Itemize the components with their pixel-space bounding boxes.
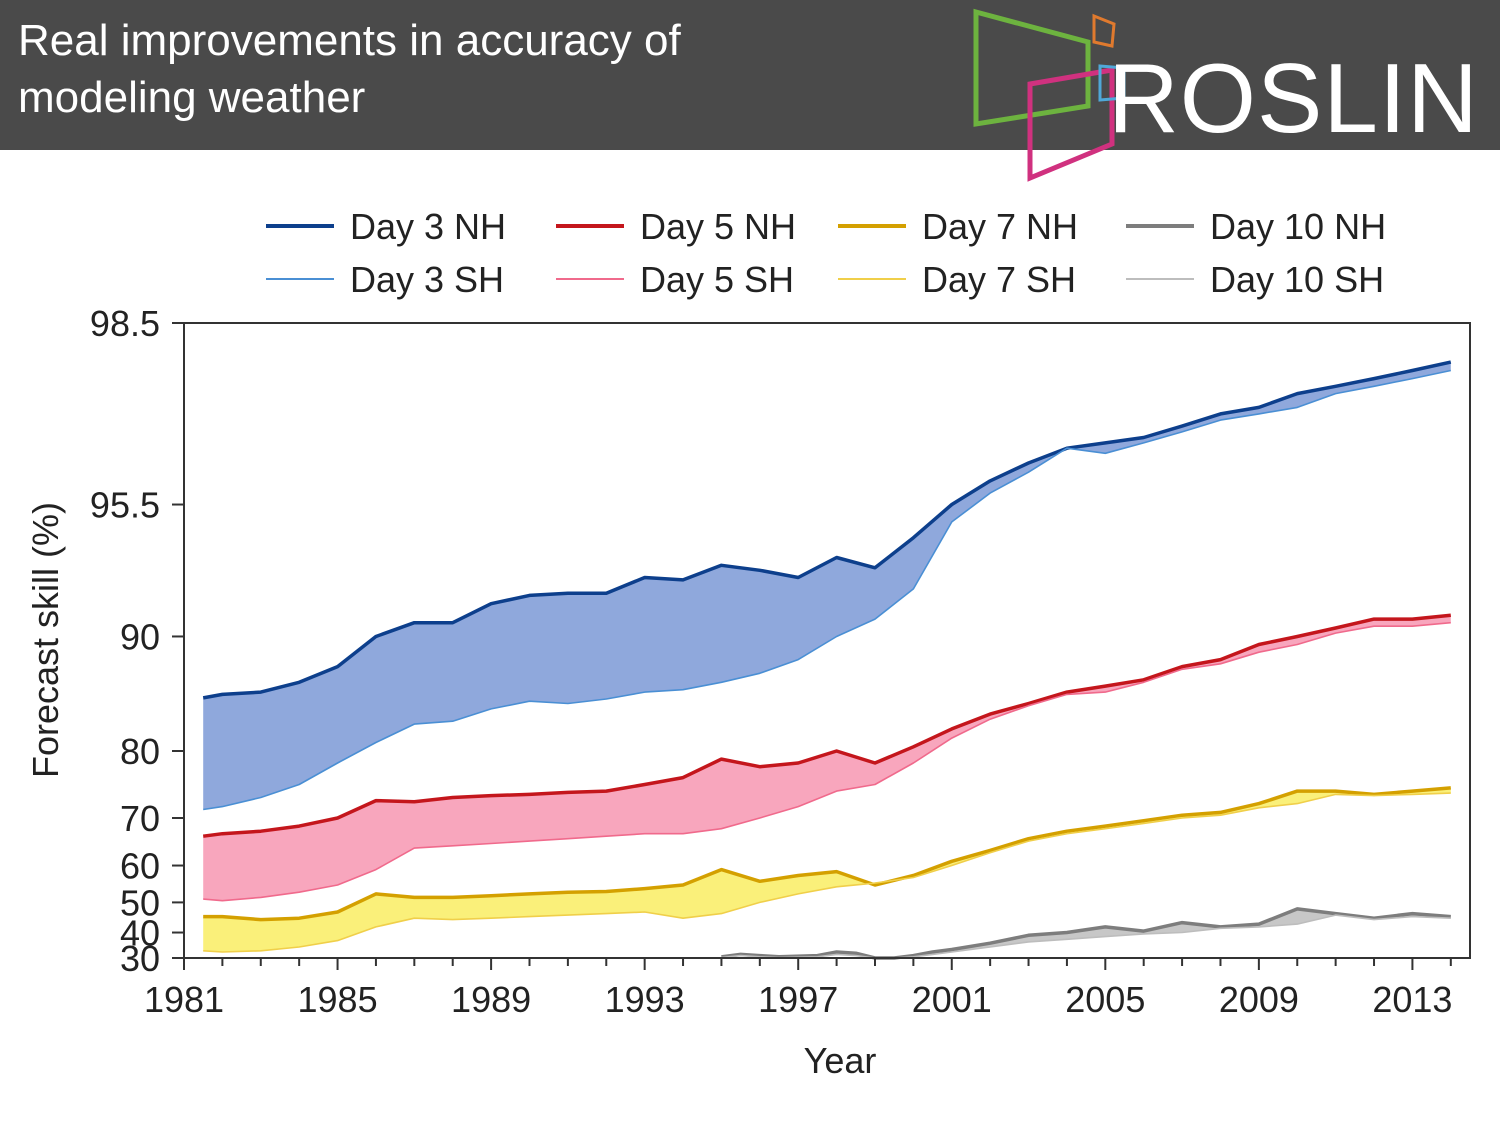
series-line-day-10-sh xyxy=(721,914,1451,959)
x-axis: 1981 1985 1989 1993 1997 2001 2005 2009 2013 xyxy=(144,958,1452,1020)
y-tick-label-50: 50 xyxy=(120,882,160,923)
y-tick-label-80: 80 xyxy=(120,731,160,772)
logo-blue-frame xyxy=(1098,64,1126,102)
series-line-day-5-nh xyxy=(202,613,1451,838)
x-tick-label-1985: 1985 xyxy=(298,979,378,1020)
legend-label-day-3-sh: Day 3 SH xyxy=(350,259,504,300)
x-tick-label-2013: 2013 xyxy=(1372,979,1452,1020)
legend: Day 3 NH Day 3 SH Day 5 NH Day 5 SH Day 7 NH… xyxy=(266,206,1386,300)
legend-label-day-7-nh: Day 7 NH xyxy=(922,206,1078,247)
legend-label-day-7-sh: Day 7 SH xyxy=(922,259,1076,300)
y-tick-label-70: 70 xyxy=(120,798,160,839)
slide-title: Real improvements in accuracy of modelin… xyxy=(18,12,918,126)
band-day-5-nh-to-day-5-sh xyxy=(203,615,1451,901)
legend-label-day-3-nh: Day 3 NH xyxy=(350,206,506,247)
x-tick-label-1993: 1993 xyxy=(605,979,685,1020)
y-tick-label-30: 30 xyxy=(120,938,160,979)
series-layer xyxy=(202,360,1452,960)
y-tick-label-60: 60 xyxy=(120,846,160,887)
y-tick-label-95-5: 95.5 xyxy=(90,485,160,526)
band-layer xyxy=(203,362,1451,958)
logo-orange-frame xyxy=(1092,13,1116,48)
band-day-3-nh-to-day-3-sh xyxy=(203,362,1451,810)
plot-frame xyxy=(183,322,1471,959)
series-line-day-10-nh xyxy=(721,907,1451,960)
series-line-day-3-sh xyxy=(203,369,1451,811)
series-line-day-7-sh xyxy=(203,792,1451,953)
forecast-skill-chart: 1981 1985 1989 1993 1997 2001 2005 2009 2013 304… xyxy=(25,206,1471,1081)
y-axis-label: Forecast skill (%) xyxy=(25,502,66,778)
title-banner: Real improvements in accuracy of modelin… xyxy=(0,0,1500,150)
x-tick-label-2009: 2009 xyxy=(1219,979,1299,1020)
logo-magenta-frame xyxy=(1027,67,1115,182)
y-tick-label-40: 40 xyxy=(120,913,160,954)
x-tick-label-1997: 1997 xyxy=(758,979,838,1020)
y-tick-label-90: 90 xyxy=(120,616,160,657)
slide-title-line-2: modeling weather xyxy=(18,73,366,122)
logo-text: ROSLIN xyxy=(1108,43,1479,153)
x-tick-label-2001: 2001 xyxy=(912,979,992,1020)
x-tick-label-2005: 2005 xyxy=(1065,979,1145,1020)
legend-label-day-10-sh: Day 10 SH xyxy=(1210,259,1384,300)
band-day-7-nh-to-day-7-sh xyxy=(203,787,1451,952)
series-line-day-7-nh xyxy=(203,786,1451,922)
x-tick-label-1981: 1981 xyxy=(144,979,224,1020)
x-tick-label-1989: 1989 xyxy=(451,979,531,1020)
roslin-logo: ROSLIN xyxy=(968,6,1488,182)
roslin-logo-mark xyxy=(973,8,1126,182)
y-tick-label-98-5: 98.5 xyxy=(90,303,160,344)
legend-label-day-5-sh: Day 5 SH xyxy=(640,259,794,300)
legend-label-day-10-nh: Day 10 NH xyxy=(1210,206,1386,247)
slide-title-line-1: Real improvements in accuracy of xyxy=(18,16,681,65)
series-line-day-5-sh xyxy=(203,621,1451,902)
logo-green-frame xyxy=(973,8,1091,127)
x-axis-label: Year xyxy=(804,1040,877,1081)
legend-label-day-5-nh: Day 5 NH xyxy=(640,206,796,247)
series-line-day-3-nh xyxy=(202,360,1452,700)
